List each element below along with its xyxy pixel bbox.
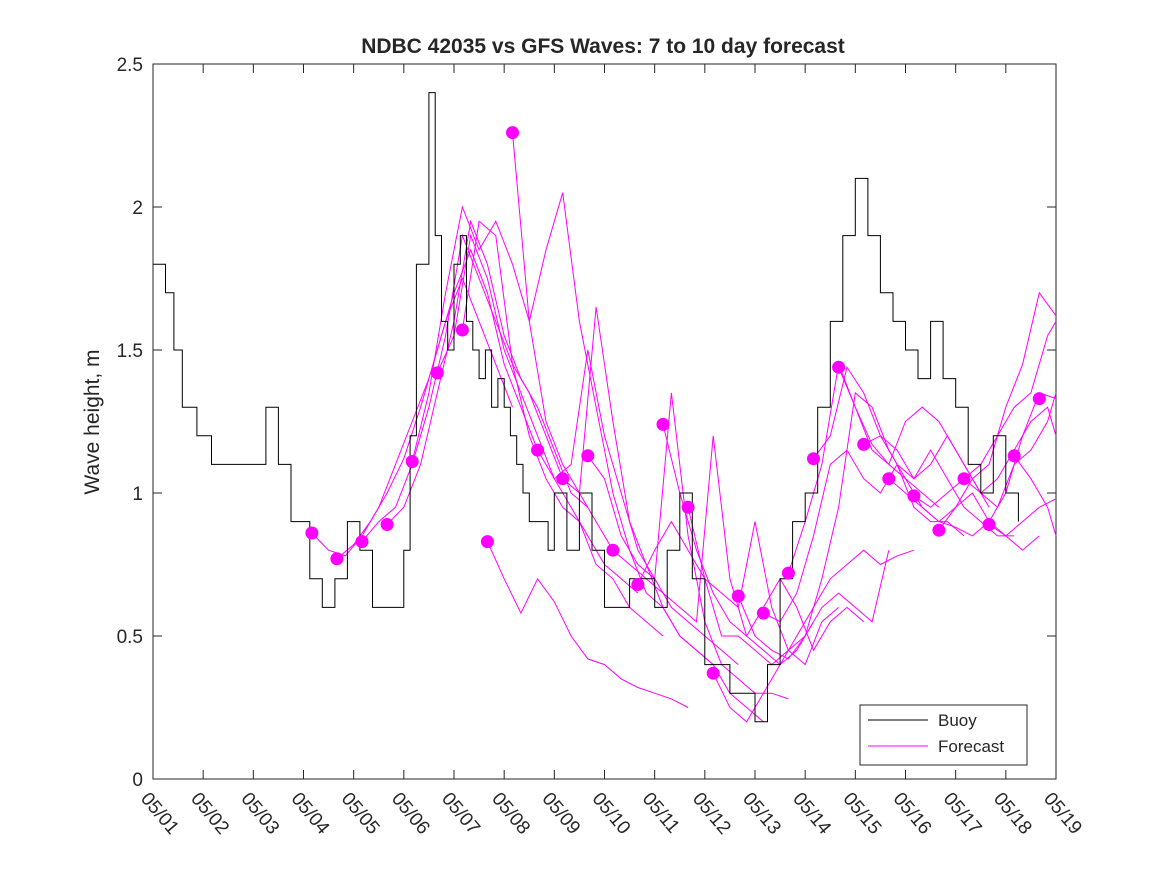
- forecast-line: [311, 277, 513, 557]
- forecast-marker: [731, 589, 745, 603]
- forecast-marker: [480, 535, 494, 549]
- legend-buoy-label: Buoy: [938, 711, 977, 730]
- y-tick-label: 2.5: [117, 55, 143, 76]
- forecast-marker: [506, 126, 519, 140]
- y-tick-label: 0: [132, 770, 143, 791]
- buoy-series: [153, 92, 1019, 723]
- forecast-marker: [380, 518, 394, 531]
- forecast-marker: [681, 500, 695, 514]
- forecast-marker: [907, 489, 921, 503]
- forecast-marker: [330, 552, 344, 566]
- forecast-marker: [606, 543, 620, 557]
- forecast-marker: [405, 455, 419, 468]
- y-tick-label: 1: [132, 484, 143, 505]
- forecast-line: [988, 498, 1057, 537]
- legend-box: [859, 704, 1028, 766]
- forecast-marker: [832, 360, 846, 374]
- forecast-marker: [656, 417, 670, 431]
- forecast-marker: [882, 472, 896, 486]
- forecast-marker: [807, 452, 820, 466]
- forecast-marker: [355, 535, 369, 549]
- forecast-marker: [455, 323, 469, 337]
- legend: Buoy Forecast: [859, 704, 1028, 766]
- forecast-marker: [1032, 392, 1046, 406]
- forecast-line: [637, 520, 839, 666]
- forecast-marker: [756, 606, 770, 620]
- y-axis: 0 0.5 1 1.5 2 2.5: [117, 55, 1056, 791]
- forecast-marker: [957, 472, 971, 486]
- forecast-line: [888, 392, 1057, 537]
- forecast-marker: [631, 578, 645, 591]
- forecast-marker: [305, 526, 319, 540]
- forecast-marker: [556, 472, 570, 486]
- forecast-line: [863, 406, 1057, 494]
- forecast-marker: [430, 366, 444, 380]
- forecast-line: [336, 248, 539, 560]
- forecast-marker: [531, 443, 545, 457]
- forecast-marker: [932, 523, 946, 537]
- y-tick-label: 1.5: [117, 341, 143, 362]
- legend-forecast-label: Forecast: [938, 737, 1004, 756]
- forecast-line: [1013, 455, 1057, 537]
- forecast-marker: [581, 449, 595, 463]
- forecast-marker: [857, 437, 871, 451]
- forecast-line: [913, 321, 1057, 508]
- forecast-marker: [781, 566, 795, 580]
- forecast-line: [486, 541, 689, 708]
- forecast-line: [386, 219, 589, 525]
- forecast-line: [763, 449, 965, 623]
- axes-box: [152, 63, 1057, 780]
- forecast-marker: [982, 518, 996, 531]
- y-tick-label: 0.5: [117, 627, 143, 648]
- forecast-markers: [305, 126, 1046, 680]
- forecast-marker: [1007, 449, 1021, 463]
- y-tick-label: 2: [132, 198, 143, 219]
- chart-title: NDBC 42035 vs GFS Waves: 7 to 10 day for…: [361, 35, 845, 58]
- forecast-marker: [706, 666, 720, 680]
- buoy-line: [153, 92, 1019, 723]
- y-axis-label: Wave height, m: [81, 349, 104, 494]
